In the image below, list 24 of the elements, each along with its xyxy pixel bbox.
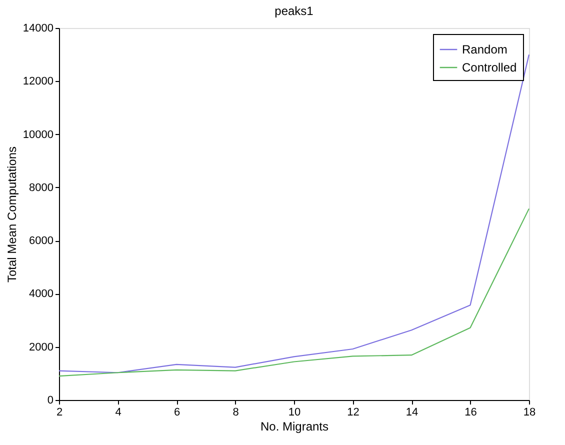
line-series bbox=[58, 208, 530, 377]
chart-title: peaks1 bbox=[274, 4, 314, 18]
y-tick-label: 8000 bbox=[29, 182, 54, 194]
y-axis-title: Total Mean Computations bbox=[4, 146, 19, 283]
y-tick-label: 14000 bbox=[22, 22, 54, 34]
y-tick-label: 12000 bbox=[22, 76, 54, 88]
x-axis-title: No. Migrants bbox=[260, 420, 329, 434]
x-tick-label: 16 bbox=[464, 406, 477, 418]
legend-label: Random bbox=[462, 42, 508, 56]
x-tick-label: 18 bbox=[523, 406, 536, 418]
x-tick-label: 8 bbox=[232, 406, 239, 418]
x-tick-label: 14 bbox=[406, 406, 418, 418]
x-tick-label: 2 bbox=[56, 406, 63, 418]
y-tick-label: 10000 bbox=[22, 128, 54, 141]
x-tick-label: 4 bbox=[115, 406, 122, 418]
x-tick-label: 12 bbox=[347, 406, 360, 418]
y-tick-label: 2000 bbox=[29, 341, 54, 354]
x-tick-label: 6 bbox=[174, 406, 180, 418]
y-tick-label: 0 bbox=[47, 394, 54, 406]
y-tick-label: 6000 bbox=[29, 235, 54, 248]
y-tick-label: 4000 bbox=[29, 288, 54, 300]
line-series bbox=[58, 54, 530, 374]
x-tick-label: 10 bbox=[288, 406, 301, 418]
legend-label: Controlled bbox=[462, 60, 517, 74]
